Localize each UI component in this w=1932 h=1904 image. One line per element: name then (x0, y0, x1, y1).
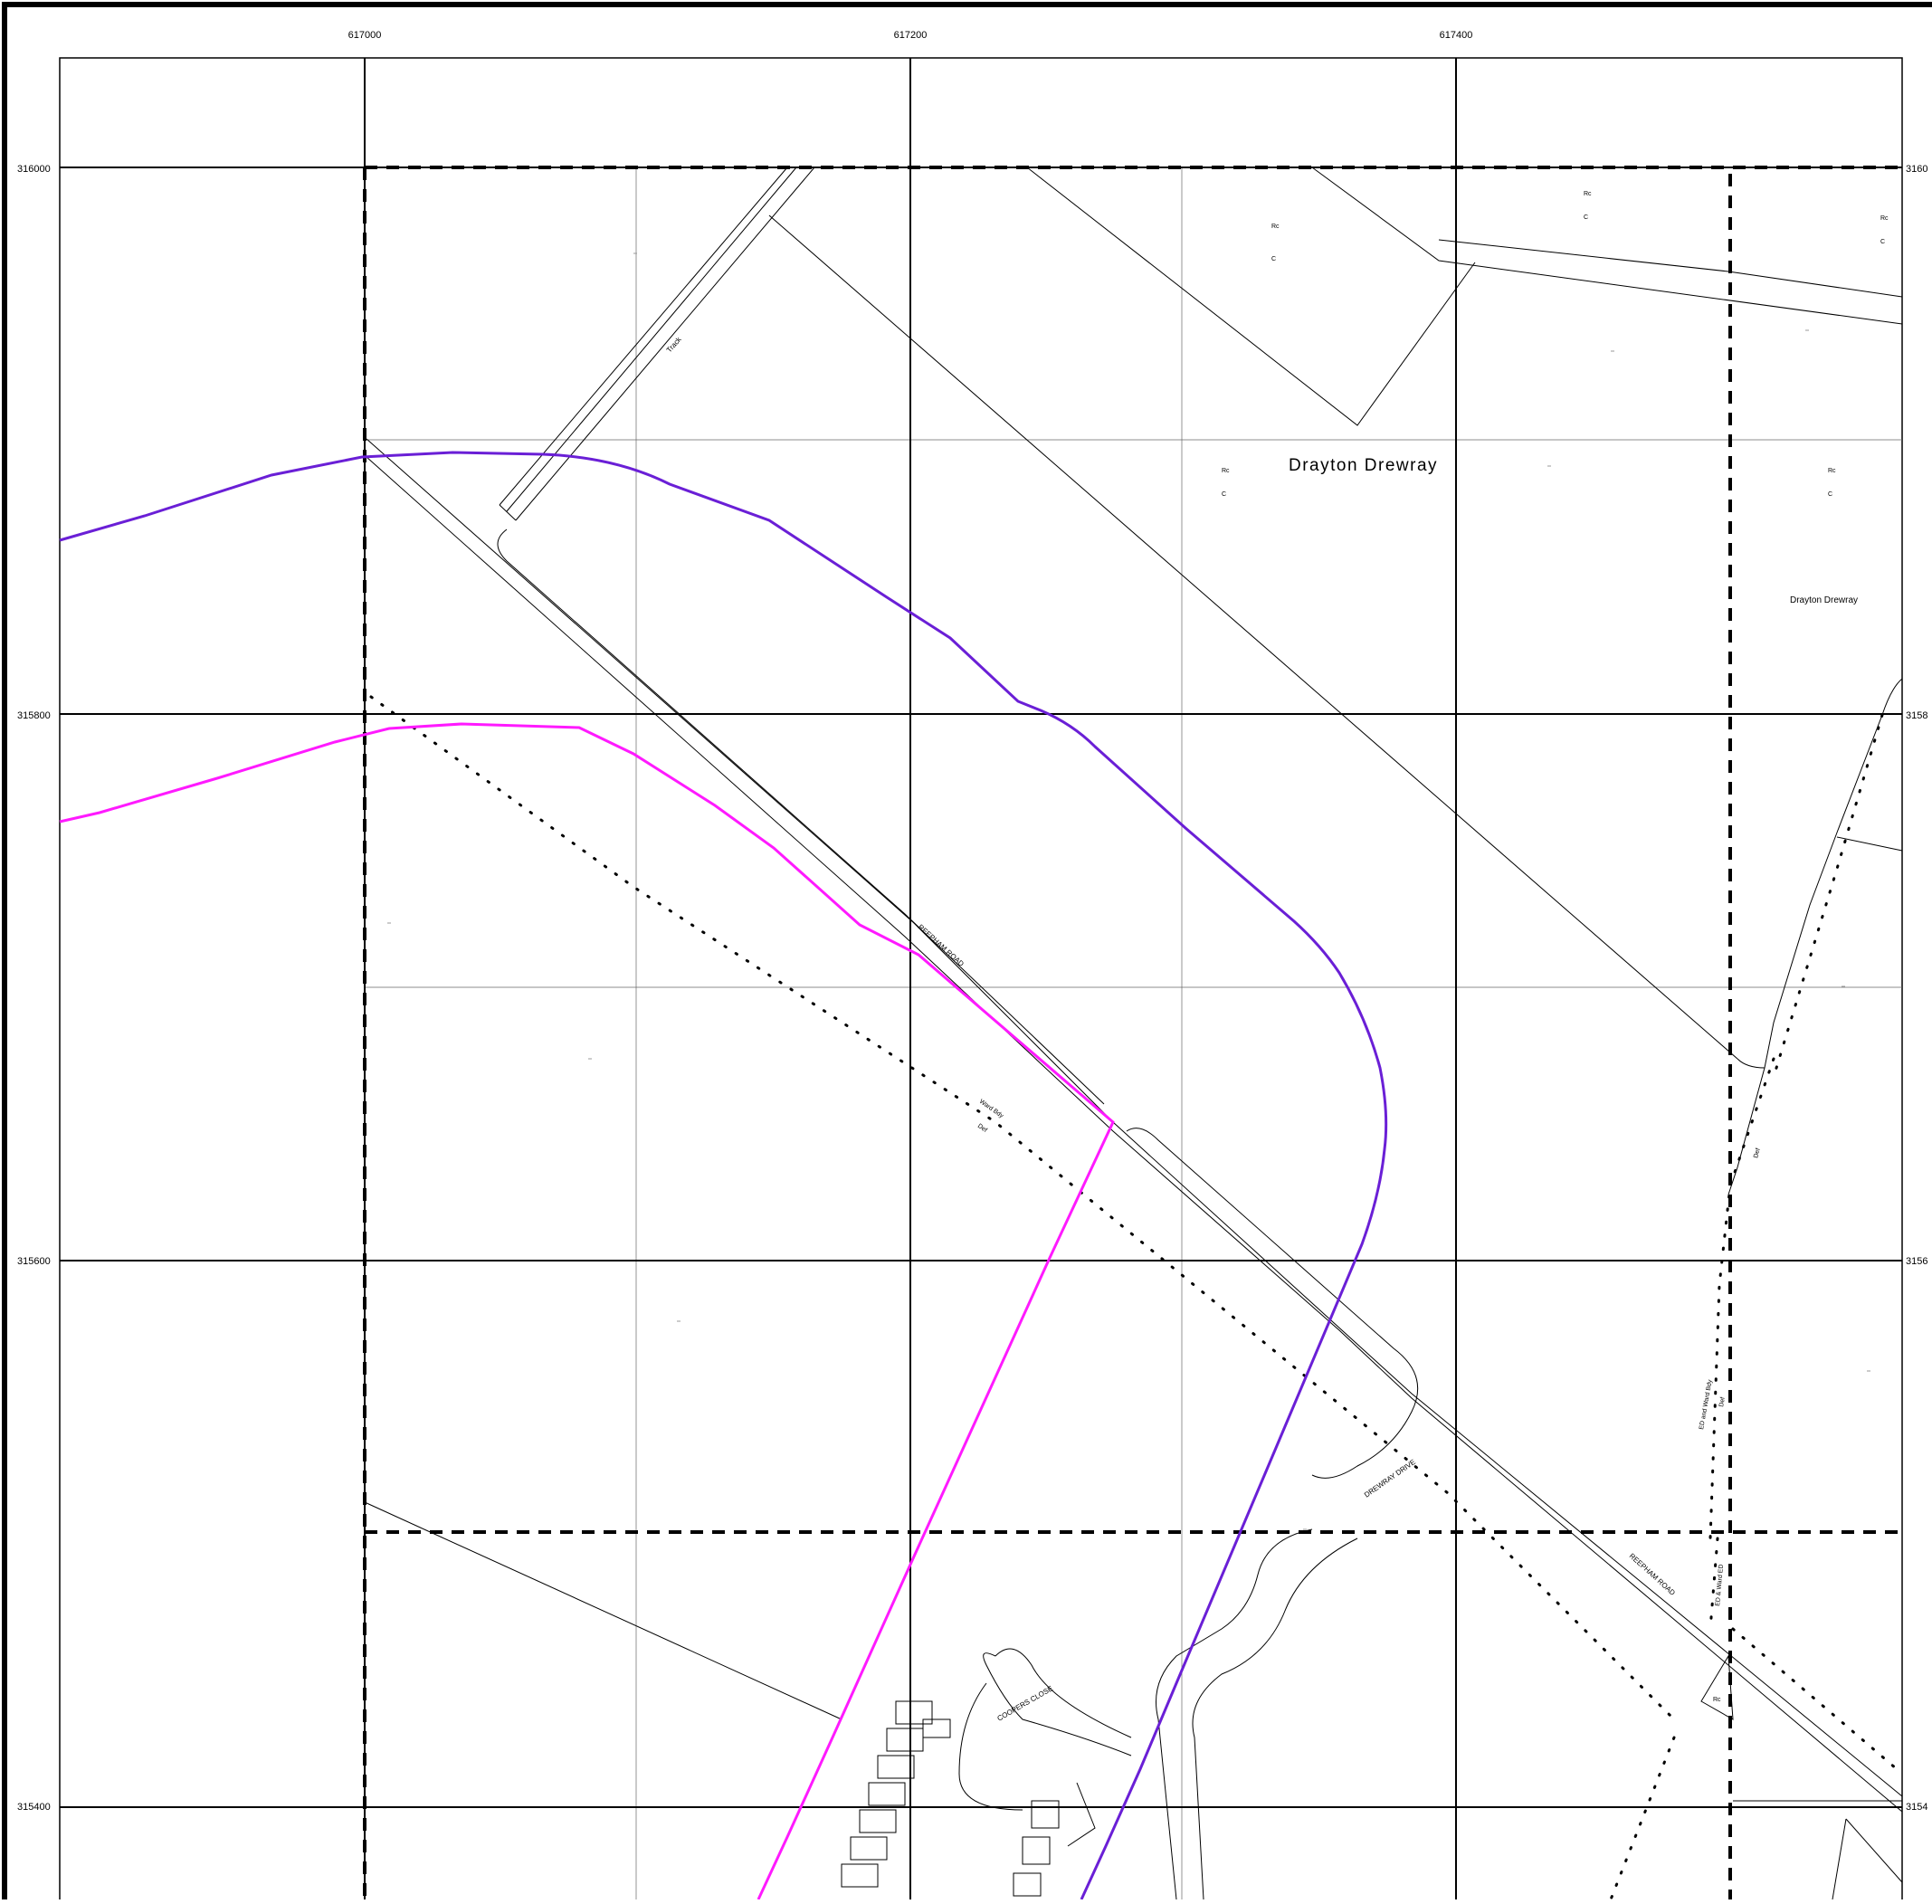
boundary-line-magenta (60, 724, 1113, 1899)
svg-text:Rc: Rc (1880, 215, 1889, 222)
major-grid (60, 58, 1902, 1899)
boundary-line-purple (60, 452, 1386, 1899)
annotation-ed-ward-bdy: ED and Ward Bdy (1699, 1379, 1714, 1431)
place-label-drayton-drewray: Drayton Drewray (1289, 456, 1438, 475)
easting-label-617400: 617400 (1440, 30, 1473, 41)
northing-label-right-316000: 3160 (1906, 164, 1927, 175)
svg-text:Rc: Rc (1584, 191, 1592, 197)
svg-text:Rc: Rc (1713, 1697, 1721, 1703)
field-ticks (387, 253, 1870, 1529)
svg-text:Rc: Rc (1271, 224, 1280, 230)
northing-label-right-315400: 3154 (1906, 1802, 1927, 1813)
road-label-reepham-road-lower: REEPHAM ROAD (1628, 1552, 1677, 1597)
annotation-ward-bdy: Ward Bdy (978, 1099, 1004, 1119)
northing-label-315400: 315400 (17, 1802, 51, 1813)
annotation-def-2: Def (1718, 1396, 1727, 1407)
northing-label-315600: 315600 (17, 1256, 51, 1267)
easting-label-617200: 617200 (894, 30, 928, 41)
northing-label-right-315600: 3156 (1906, 1256, 1927, 1267)
northing-label-315800: 315800 (17, 710, 51, 721)
svg-text:C: C (1222, 491, 1226, 498)
svg-text:Rc: Rc (1222, 468, 1230, 474)
northing-label-316000: 316000 (17, 164, 51, 175)
road-label-track: Track (665, 335, 684, 354)
map-linework (365, 167, 1902, 1899)
tile-boundary-dashed (365, 167, 1902, 1899)
svg-text:C: C (1828, 491, 1832, 498)
annotation-ed-ward-ed: ED & Ward ED (1715, 1564, 1725, 1606)
road-label-coopers-close: COOPERS CLOSE (996, 1684, 1055, 1722)
svg-text:C: C (1584, 214, 1588, 221)
road-label-drewray-drive: DREWRAY DRIVE (1363, 1458, 1417, 1499)
svg-text:Rc: Rc (1828, 468, 1836, 474)
road-label-reepham-road-upper: REEPHAM ROAD (917, 923, 966, 968)
dotted-boundaries (371, 697, 1902, 1899)
annotation-def: Def (976, 1123, 988, 1134)
northing-label-right-315800: 3158 (1906, 710, 1927, 721)
rc-c-markers: Rc C Rc C Rc C Rc C Rc C Rc (1222, 191, 1889, 1703)
svg-text:C: C (1271, 256, 1276, 262)
easting-label-617000: 617000 (348, 30, 382, 41)
annotation-def-3: Def (1753, 1147, 1762, 1158)
place-label-drayton-drewray-small: Drayton Drewray (1790, 595, 1858, 605)
svg-text:C: C (1880, 239, 1885, 245)
minor-grid (365, 167, 1902, 1899)
map-neatline (60, 58, 1902, 1899)
